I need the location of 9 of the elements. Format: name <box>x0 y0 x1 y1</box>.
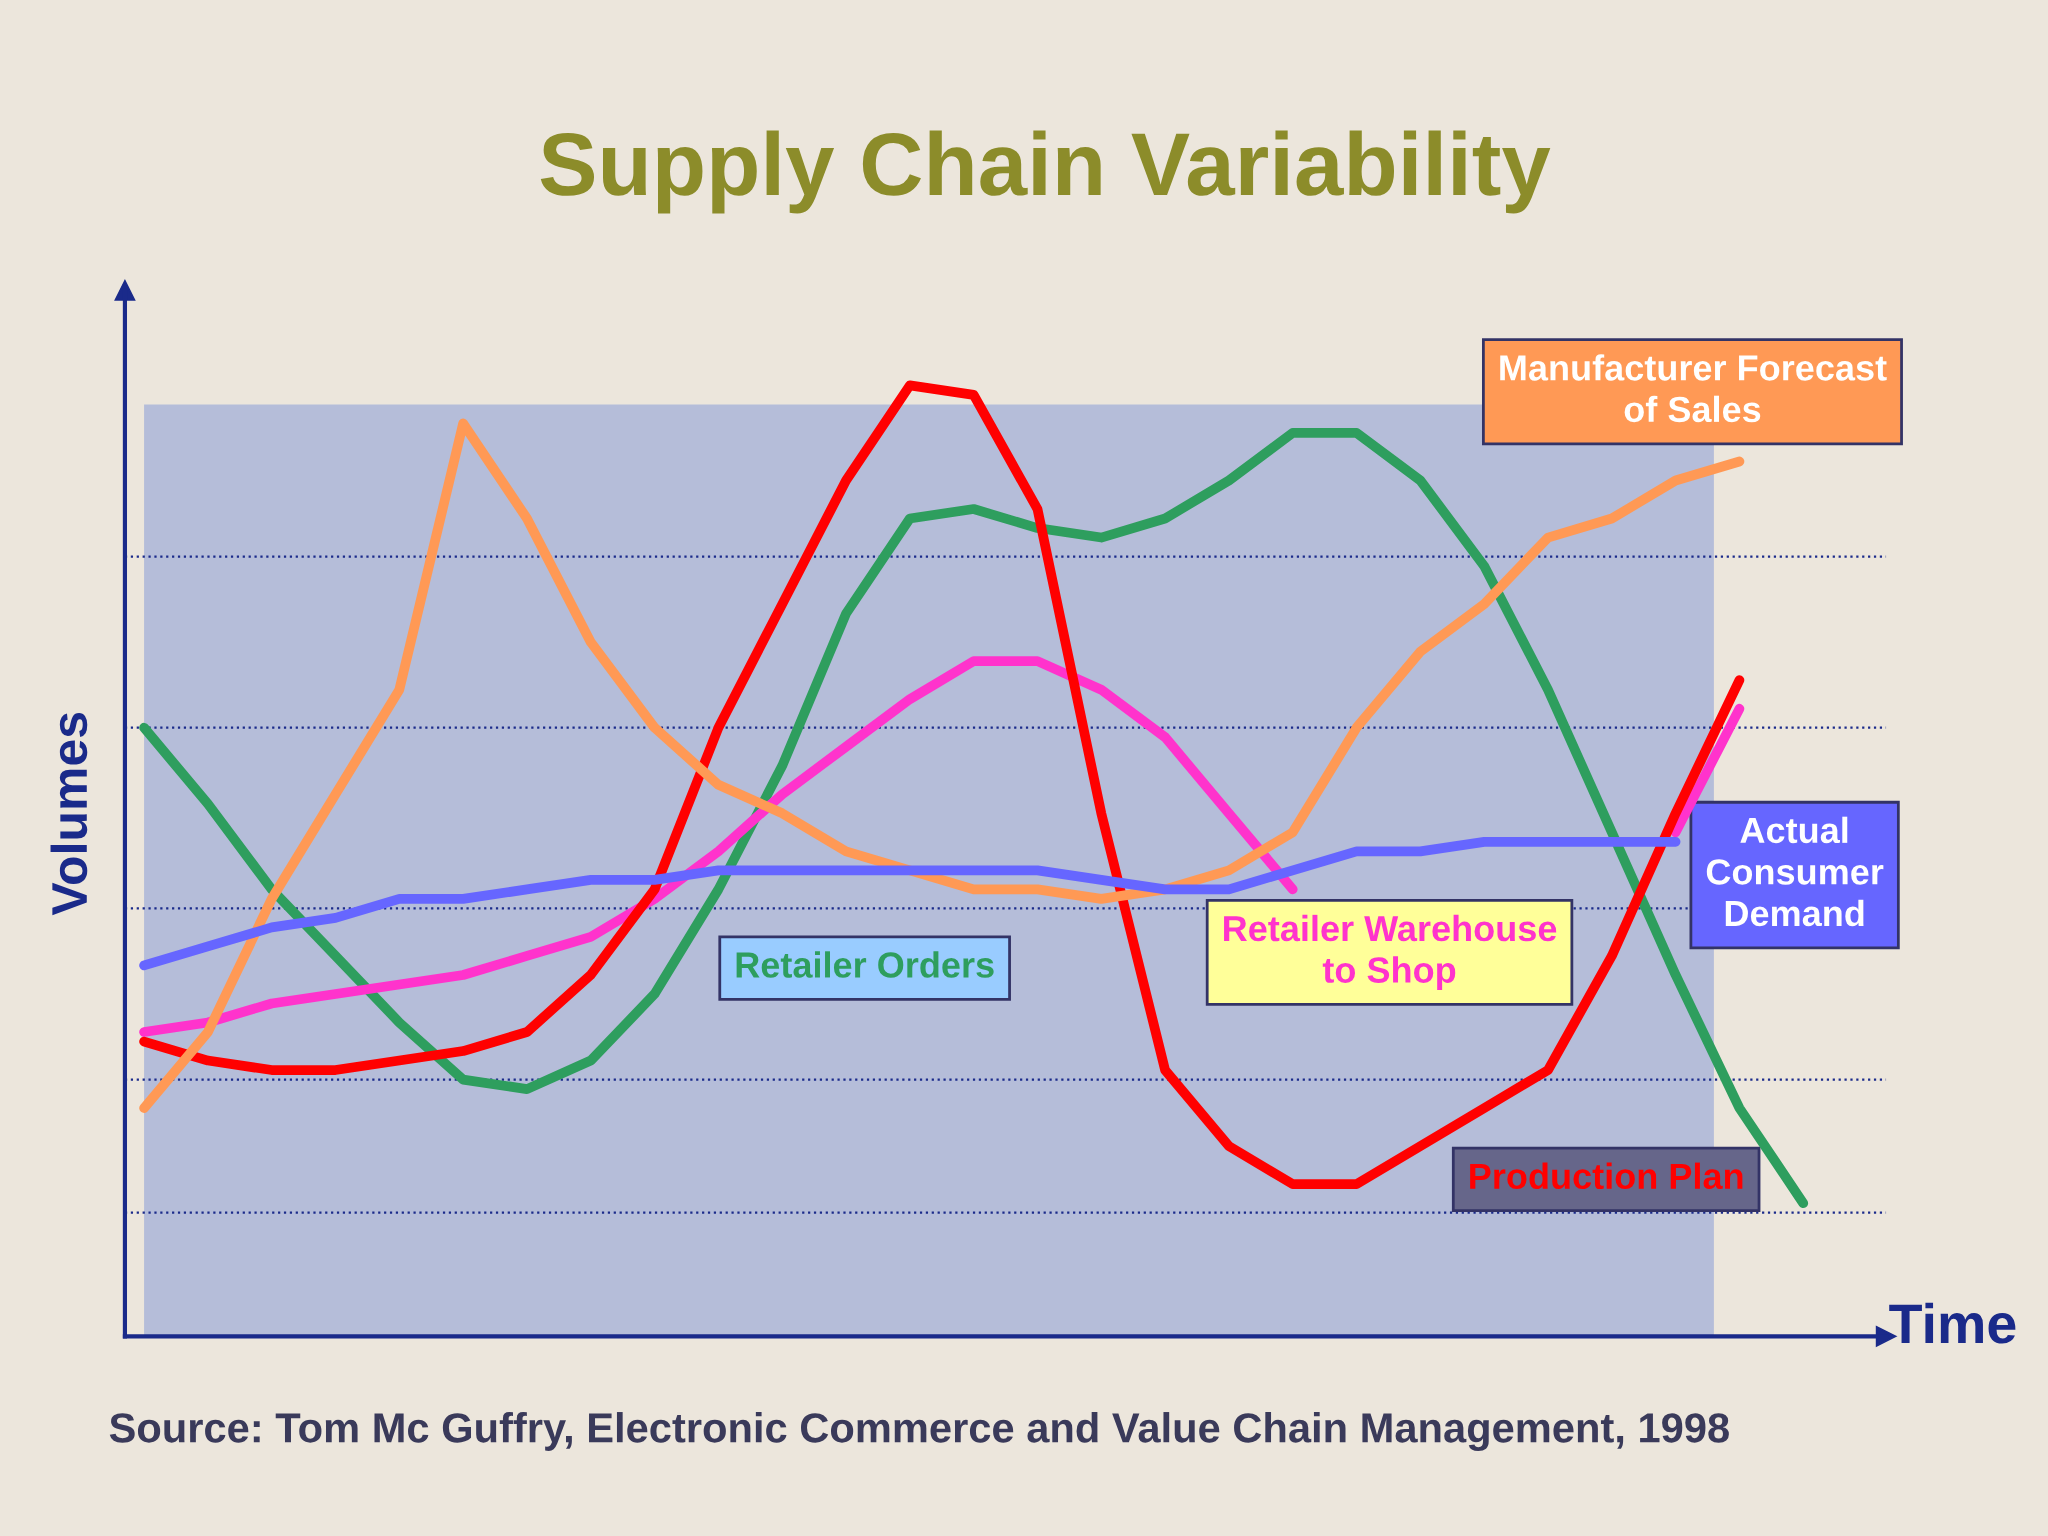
series-label: Actual Consumer Demand <box>1706 816 1884 927</box>
text: Manufacturer Forecast of Sales <box>1500 354 1887 423</box>
series-label: Retailer Orders <box>736 951 994 978</box>
source-note: Source: Tom Mc Guffry, Electronic Commerce and Value Chain Management, 1998 <box>109 1412 1729 1452</box>
y-axis-title: Volumes <box>50 713 88 916</box>
series-label: Production Plan <box>1470 1162 1743 1190</box>
x-axis-title: Time <box>1889 1302 2016 1344</box>
chart-title: Supply Chain Variability <box>540 130 1551 214</box>
series-label: Retailer Warehouse to Shop <box>1224 914 1557 991</box>
